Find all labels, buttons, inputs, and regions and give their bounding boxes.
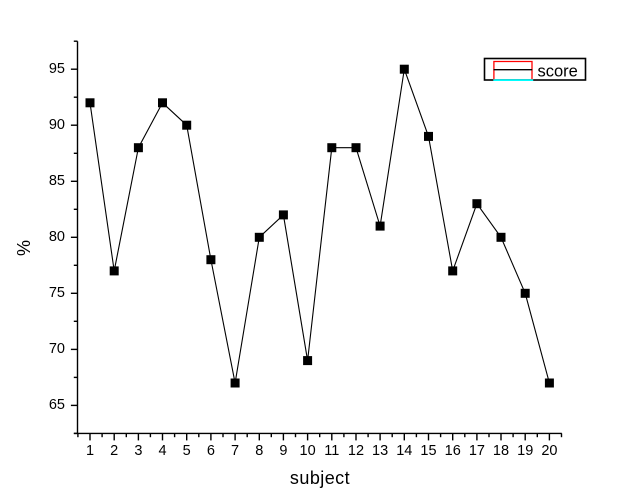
svg-text:score: score	[538, 63, 578, 81]
svg-text:75: 75	[49, 285, 65, 301]
svg-text:6: 6	[207, 443, 215, 459]
svg-text:5: 5	[183, 443, 191, 459]
svg-text:85: 85	[49, 173, 65, 189]
svg-text:8: 8	[255, 443, 263, 459]
svg-text:15: 15	[420, 443, 436, 459]
svg-text:4: 4	[158, 443, 166, 459]
svg-text:70: 70	[49, 341, 65, 357]
svg-text:17: 17	[469, 443, 485, 459]
svg-text:95: 95	[49, 61, 65, 77]
svg-text:2: 2	[110, 443, 118, 459]
svg-text:11: 11	[324, 443, 339, 459]
svg-text:80: 80	[49, 229, 65, 245]
svg-text:12: 12	[348, 443, 364, 459]
svg-text:1: 1	[86, 443, 94, 459]
svg-text:18: 18	[493, 443, 509, 459]
svg-text:13: 13	[372, 443, 388, 459]
svg-text:20: 20	[541, 443, 557, 459]
svg-text:19: 19	[517, 443, 533, 459]
svg-text:90: 90	[49, 117, 65, 133]
svg-text:%: %	[14, 240, 34, 256]
svg-text:16: 16	[445, 443, 461, 459]
svg-text:subject: subject	[290, 468, 350, 488]
svg-text:10: 10	[300, 443, 316, 459]
svg-text:65: 65	[49, 397, 65, 413]
svg-text:7: 7	[231, 443, 239, 459]
svg-text:3: 3	[134, 443, 142, 459]
svg-text:14: 14	[396, 443, 412, 459]
svg-text:9: 9	[279, 443, 287, 459]
